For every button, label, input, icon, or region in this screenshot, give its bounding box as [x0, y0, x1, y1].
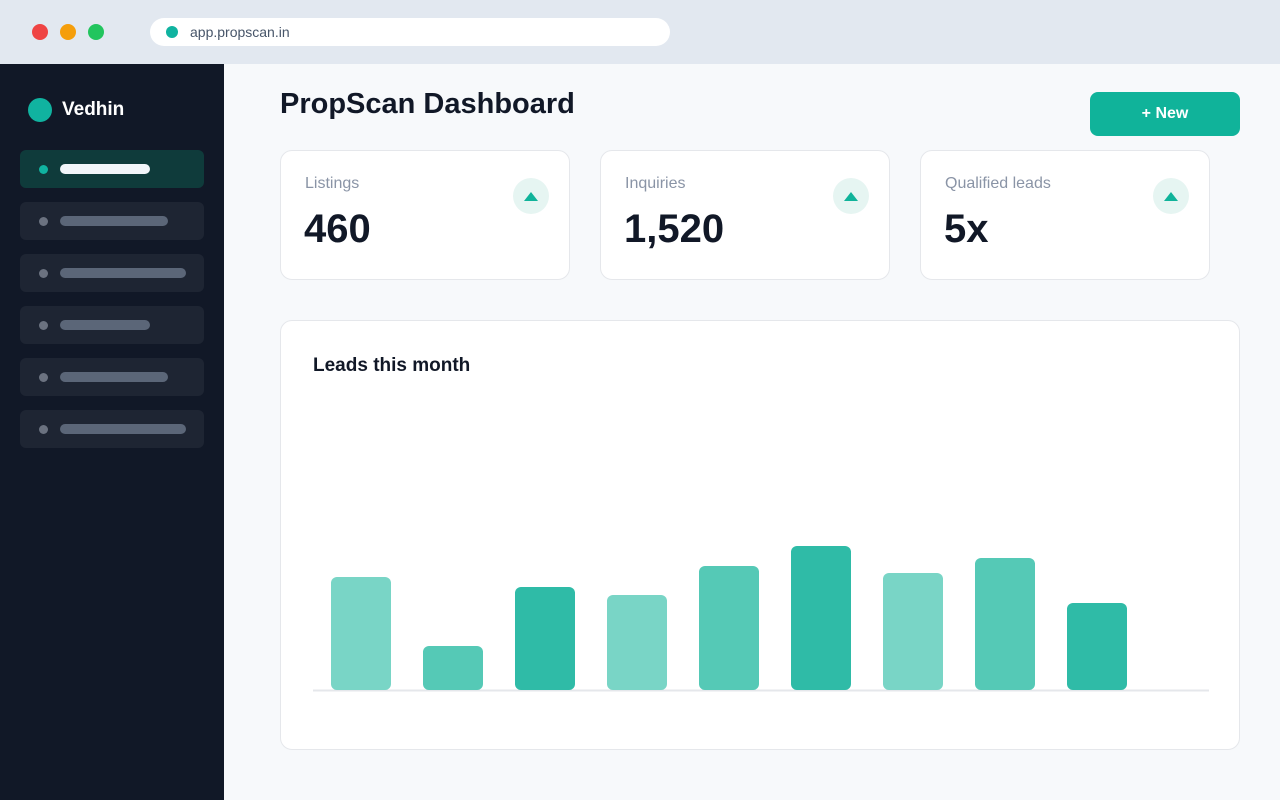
- sidebar-item-1[interactable]: [20, 150, 204, 188]
- sidebar-item-placeholder-label: [60, 372, 168, 382]
- sidebar-item-placeholder-label: [60, 164, 150, 174]
- address-bar[interactable]: app.propscan.in: [150, 18, 670, 46]
- chart-bar-7: [883, 573, 943, 690]
- trend-up-icon: [513, 178, 549, 214]
- sidebar-item-4[interactable]: [20, 306, 204, 344]
- nav-bullet-icon: [39, 425, 48, 434]
- url-text: app.propscan.in: [190, 24, 290, 40]
- window-maximize-button[interactable]: [88, 24, 104, 40]
- nav-bullet-icon: [39, 165, 48, 174]
- brand-logo-icon: [28, 98, 52, 122]
- stat-value: 460: [304, 207, 371, 251]
- new-button[interactable]: + New: [1090, 92, 1240, 136]
- leads-bar-chart: [313, 546, 1209, 692]
- sidebar-item-placeholder-label: [60, 424, 186, 434]
- nav-bullet-icon: [39, 321, 48, 330]
- stat-card-qualified-leads: Qualified leads 5x: [920, 150, 1210, 280]
- stat-value: 5x: [944, 207, 989, 251]
- chart-bar-9: [1067, 603, 1127, 690]
- sidebar-item-placeholder-label: [60, 320, 150, 330]
- sidebar-item-placeholder-label: [60, 216, 168, 226]
- secure-site-icon: [166, 26, 178, 38]
- stat-label: Inquiries: [625, 175, 686, 192]
- leads-chart-card: Leads this month: [280, 320, 1240, 750]
- nav-bullet-icon: [39, 373, 48, 382]
- brand-name: Vedhin: [62, 99, 125, 120]
- chart-bar-6: [791, 546, 851, 690]
- page-title: PropScan Dashboard: [280, 88, 575, 120]
- stat-card-inquiries: Inquiries 1,520: [600, 150, 890, 280]
- chart-bar-5: [699, 566, 759, 690]
- sidebar-item-2[interactable]: [20, 202, 204, 240]
- window-minimize-button[interactable]: [60, 24, 76, 40]
- nav-bullet-icon: [39, 269, 48, 278]
- stat-value: 1,520: [624, 207, 725, 251]
- trend-up-icon: [833, 178, 869, 214]
- nav-bullet-icon: [39, 217, 48, 226]
- chart-bar-1: [331, 577, 391, 690]
- brand[interactable]: Vedhin: [28, 98, 124, 122]
- sidebar-item-6[interactable]: [20, 410, 204, 448]
- chart-bar-4: [607, 595, 667, 690]
- sidebar-item-placeholder-label: [60, 268, 186, 278]
- chart-title: Leads this month: [313, 355, 471, 376]
- sidebar-item-5[interactable]: [20, 358, 204, 396]
- browser-toolbar: app.propscan.in: [0, 0, 1280, 64]
- stat-label: Listings: [305, 175, 360, 192]
- chart-bar-8: [975, 558, 1035, 690]
- stat-label: Qualified leads: [945, 175, 1051, 192]
- window-close-button[interactable]: [32, 24, 48, 40]
- chart-bar-2: [423, 646, 483, 690]
- sidebar: Vedhin: [0, 64, 224, 800]
- sidebar-item-3[interactable]: [20, 254, 204, 292]
- chart-bar-3: [515, 587, 575, 690]
- trend-up-icon: [1153, 178, 1189, 214]
- stat-card-listings: Listings 460: [280, 150, 570, 280]
